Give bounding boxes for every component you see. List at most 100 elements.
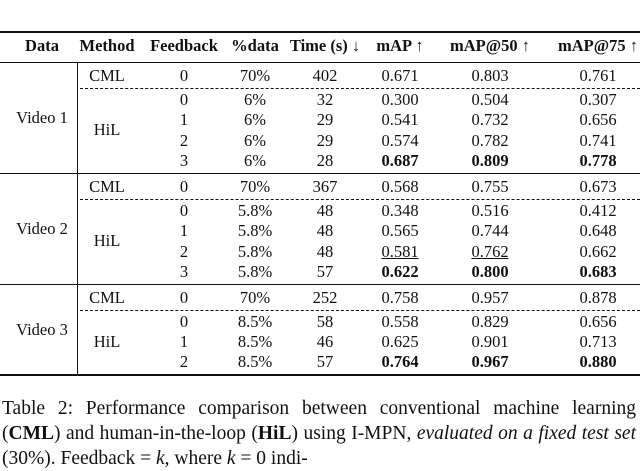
value-cell: 0.967 — [471, 352, 509, 372]
value-cell: 29 — [316, 110, 334, 130]
value-cell: 28 — [316, 150, 334, 170]
column-header: Data — [25, 36, 59, 55]
value-cell: 0 — [179, 287, 189, 307]
value-cell: 48 — [316, 221, 334, 241]
value-cell: 0 — [179, 66, 189, 85]
value-cell: 57 — [316, 352, 334, 372]
caption-text: CML — [8, 423, 55, 444]
value-cell: 1 — [179, 221, 189, 241]
value-cell: 0.732 — [471, 110, 509, 130]
rule — [0, 374, 640, 376]
value-cell: 0 — [179, 176, 189, 196]
rule — [0, 31, 640, 33]
value-cell: 0.778 — [579, 150, 617, 170]
value-cell: 0.755 — [471, 176, 509, 196]
value-cell: 0.782 — [471, 130, 509, 150]
value-cell: 0.662 — [579, 241, 617, 261]
value-cell: 0.901 — [471, 332, 509, 352]
value-cell: 0.800 — [471, 261, 509, 281]
caption-text: ) using I-MPN, — [291, 423, 417, 444]
value-cell: 0.878 — [579, 287, 617, 307]
value-cell: 29 — [316, 130, 334, 150]
column-header: Method — [79, 36, 135, 55]
caption-text: = 0 indi- — [235, 448, 308, 469]
value-cell: 0.574 — [381, 130, 419, 150]
value-cell: 58 — [316, 311, 334, 331]
value-cell: 46 — [316, 332, 334, 352]
value-cell: 2 — [179, 352, 189, 372]
value-cell: 70% — [239, 176, 271, 196]
method-cell: CML — [89, 66, 125, 85]
value-cell: 367 — [312, 176, 338, 196]
rule — [77, 284, 78, 375]
method-cell: CML — [89, 176, 125, 196]
caption-text: (30%). Feedback = — [2, 448, 156, 469]
value-cell: 48 — [316, 200, 334, 220]
value-cell: 8.5% — [237, 311, 273, 331]
method-cell: HiL — [93, 231, 121, 251]
value-cell: 6% — [244, 130, 266, 150]
value-cell: 0.656 — [579, 110, 617, 130]
value-cell: 5.8% — [237, 261, 273, 281]
value-cell: 0.713 — [579, 332, 617, 352]
column-header: Time (s) ↓ — [289, 36, 361, 55]
value-cell: 2 — [179, 130, 189, 150]
value-cell: 2 — [179, 241, 189, 261]
value-cell: 6% — [244, 110, 266, 130]
value-cell: 0.880 — [579, 352, 617, 372]
column-header: mAP@75 ↑ — [558, 36, 638, 55]
caption-text: , where — [164, 448, 227, 469]
value-cell: 1 — [179, 110, 189, 130]
value-cell: 0.568 — [381, 176, 419, 196]
value-cell: 0.516 — [471, 200, 509, 220]
value-cell: 402 — [312, 66, 338, 85]
value-cell: 0.744 — [471, 221, 509, 241]
value-cell: 0.622 — [381, 261, 419, 281]
value-cell: 0.761 — [579, 66, 617, 85]
method-cell: HiL — [93, 332, 121, 352]
value-cell: 0.348 — [381, 200, 419, 220]
data-cell: Video 2 — [16, 218, 68, 238]
value-cell: 0.957 — [471, 287, 509, 307]
value-cell: 5.8% — [237, 241, 273, 261]
value-cell: 0 — [179, 311, 189, 331]
caption-text: ) and human-in-the-loop ( — [54, 423, 258, 444]
value-cell: 0.504 — [471, 90, 509, 109]
value-cell: 0.300 — [381, 90, 419, 109]
rule — [77, 63, 78, 173]
method-cell: CML — [89, 287, 125, 307]
dashed-rule — [80, 88, 640, 89]
value-cell: 0 — [179, 200, 189, 220]
value-cell: 48 — [316, 241, 334, 261]
column-header: %data — [231, 36, 279, 55]
value-cell: 1 — [179, 332, 189, 352]
value-cell: 0.687 — [381, 150, 419, 170]
value-cell: 0.803 — [471, 66, 509, 85]
table-caption: Table 2: Performance comparison between … — [2, 396, 636, 471]
value-cell: 0.412 — [579, 200, 617, 220]
data-cell: Video 3 — [16, 319, 68, 339]
value-cell: 0.741 — [579, 130, 617, 150]
dashed-rule — [80, 198, 640, 200]
caption-text: k — [226, 448, 236, 469]
value-cell: 8.5% — [237, 332, 273, 352]
column-header: Feedback — [150, 36, 218, 55]
value-cell: 3 — [179, 261, 189, 281]
value-cell: 5.8% — [237, 200, 273, 220]
value-cell: 0.541 — [381, 110, 419, 130]
value-cell: 0.565 — [381, 221, 419, 241]
rule — [0, 283, 640, 285]
value-cell: 57 — [316, 261, 334, 281]
value-cell: 70% — [239, 66, 271, 85]
column-header: mAP@50 ↑ — [450, 36, 530, 55]
value-cell: 0.683 — [579, 261, 617, 281]
value-cell: 3 — [179, 150, 189, 170]
value-cell: 0.656 — [579, 311, 617, 331]
value-cell: 0.829 — [471, 311, 509, 331]
value-cell: 5.8% — [237, 221, 273, 241]
value-cell: 0.809 — [471, 150, 509, 170]
value-cell: 0.558 — [381, 311, 419, 331]
value-cell: 0.307 — [579, 90, 617, 109]
value-cell: 6% — [244, 150, 266, 170]
